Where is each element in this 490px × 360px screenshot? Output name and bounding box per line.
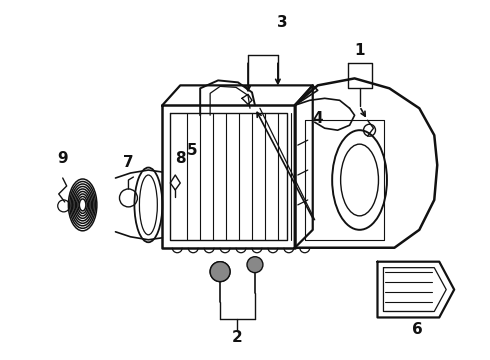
Text: 2: 2: [232, 330, 243, 345]
Circle shape: [210, 262, 230, 282]
Text: 5: 5: [187, 143, 197, 158]
Text: 7: 7: [123, 154, 134, 170]
Text: 1: 1: [354, 43, 365, 58]
Text: 4: 4: [313, 111, 323, 126]
Circle shape: [210, 262, 230, 282]
Text: 9: 9: [57, 150, 68, 166]
Text: 8: 8: [175, 150, 186, 166]
Text: 3: 3: [276, 15, 287, 30]
Text: 6: 6: [412, 322, 423, 337]
Circle shape: [247, 257, 263, 273]
